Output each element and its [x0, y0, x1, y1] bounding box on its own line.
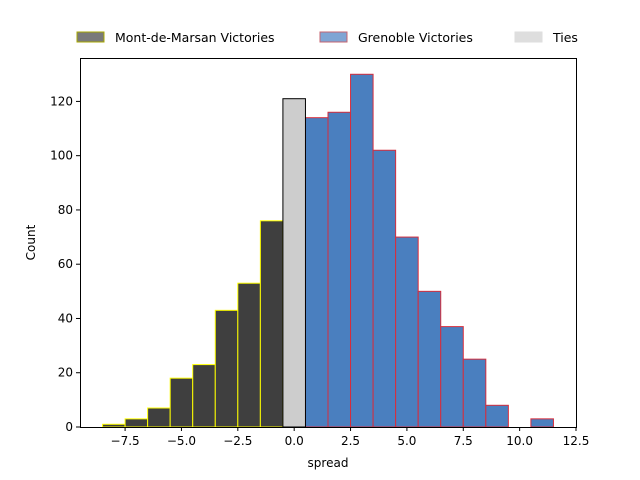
bar-ties-0: [282, 98, 306, 428]
legend-label: Mont-de-Marsan Victories: [115, 30, 275, 45]
legend-label: Grenoble Victories: [358, 30, 473, 45]
y-axis-ticks: 0 20 40 60 80 100 120: [50, 94, 80, 434]
x-tick-label: 2.5: [341, 434, 360, 448]
bar-grenoble-victories-9: [530, 418, 554, 428]
bar-grenoble-victories-3: [372, 149, 397, 428]
bars: [102, 73, 554, 428]
legend-label: Ties: [552, 30, 578, 45]
bar-mont-de-marsan-victories-3: [169, 377, 194, 428]
bar-grenoble-victories-8: [485, 404, 509, 428]
x-tick-label: −7.5: [111, 434, 140, 448]
bar-grenoble-victories-5: [417, 290, 442, 428]
bar-grenoble-victories-4: [395, 236, 419, 428]
y-axis-label: Count: [24, 224, 38, 260]
legend-swatch: [76, 31, 105, 43]
legend-swatch: [319, 31, 348, 43]
x-axis-ticks: −7.5 −5.0 −2.5 0.0 2.5 5.0 7.5 10.0 12.5: [111, 427, 590, 448]
y-tick-label: 40: [58, 311, 73, 325]
bar-grenoble-victories-7: [462, 358, 487, 428]
x-axis-label: spread: [308, 456, 349, 470]
bar-mont-de-marsan-victories-5: [214, 309, 239, 428]
x-tick-label: 0.0: [285, 434, 304, 448]
y-tick-label: 20: [58, 366, 73, 380]
x-tick-label: 7.5: [454, 434, 473, 448]
bar-grenoble-victories-2: [350, 73, 374, 428]
y-tick-label: 120: [50, 94, 73, 108]
y-tick-label: 80: [58, 203, 73, 217]
bar-mont-de-marsan-victories-6: [237, 282, 261, 428]
bar-mont-de-marsan-victories-0: [102, 423, 126, 428]
bar-mont-de-marsan-victories-4: [192, 364, 216, 428]
plot-frame: [80, 58, 577, 428]
x-tick-label: 12.5: [563, 434, 590, 448]
bar-mont-de-marsan-victories-2: [147, 407, 171, 428]
x-tick-label: 5.0: [397, 434, 416, 448]
x-tick-label: −5.0: [167, 434, 196, 448]
legend: Mont-de-Marsan Victories Grenoble Victori…: [76, 30, 578, 45]
bar-grenoble-victories-1: [327, 111, 352, 428]
x-tick-label: 10.0: [506, 434, 533, 448]
bar-grenoble-victories-0: [304, 117, 329, 428]
bar-mont-de-marsan-victories-1: [124, 418, 149, 428]
x-tick-label: −2.5: [223, 434, 252, 448]
y-tick-label: 0: [65, 420, 73, 434]
bar-grenoble-victories-6: [440, 326, 464, 428]
y-tick-label: 100: [50, 149, 73, 163]
y-tick-label: 60: [58, 257, 73, 271]
bar-mont-de-marsan-victories-7: [259, 220, 284, 428]
legend-swatch: [514, 31, 543, 43]
